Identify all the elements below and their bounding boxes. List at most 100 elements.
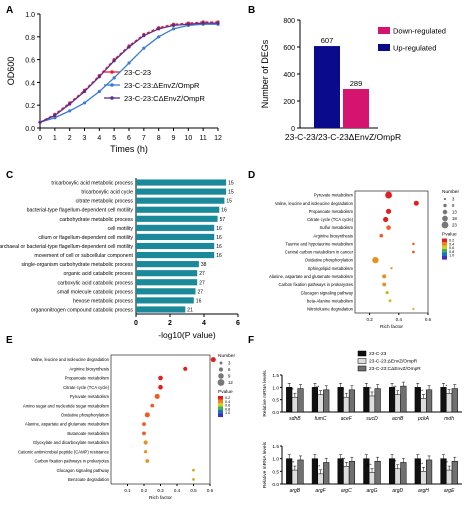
data-label: 21 <box>187 307 193 313</box>
x-tick-label: 1 <box>53 135 57 142</box>
bubble <box>192 477 195 481</box>
bubble <box>144 412 150 418</box>
bar <box>136 215 218 222</box>
data-label: 16 <box>216 226 222 232</box>
color-legend-label: 0.2 <box>449 239 454 243</box>
x-tick-label: 2 <box>168 320 172 327</box>
category-label: small molecule catabolic process <box>57 289 133 295</box>
significance-label: ** <box>342 456 346 461</box>
bar <box>363 387 370 413</box>
size-legend-dot <box>443 203 447 208</box>
bubble <box>154 393 160 399</box>
color-legend-step <box>442 242 447 246</box>
category-label: hexose metabolic process <box>73 298 133 304</box>
y-tick-label: 0.8 <box>25 35 35 42</box>
category-label: tricarboxylic acid metabolic process <box>51 181 133 187</box>
x-tick-label: 6 <box>236 320 240 327</box>
bubble <box>383 216 389 223</box>
chart-c-go-enrichment: tricarboxylic acid metabolic process 15 tr… <box>0 178 240 340</box>
category-label: tricarboxylic acid cycle <box>81 190 133 196</box>
x-tick-label: 0 <box>38 135 42 142</box>
bar <box>446 393 453 413</box>
y-tick-label: 600 <box>283 45 295 52</box>
category-label: Alanine, aspartate and glutamate metabol… <box>25 422 110 427</box>
bar <box>136 224 215 231</box>
bar <box>394 468 401 485</box>
legend-label: 23-C-23:ΔEnvZ/OmpR <box>369 359 418 365</box>
significance-label: * <box>343 387 345 392</box>
legend-label: 23-C-23 <box>124 68 151 77</box>
color-legend-step <box>442 238 447 243</box>
category-label: argH <box>418 488 429 494</box>
y-tick-label: 400 <box>283 72 295 79</box>
bar <box>440 387 447 413</box>
color-legend-step <box>218 396 223 400</box>
color-legend-step <box>218 403 223 407</box>
size-legend-dot <box>217 379 225 386</box>
category-label: cell motility <box>108 226 134 232</box>
x-tick-label: 0.5 <box>190 488 197 493</box>
bar <box>426 389 433 413</box>
x-tick-label: 6 <box>127 135 131 142</box>
bar <box>388 387 396 413</box>
y-tick-label: 0.4 <box>25 80 35 87</box>
significance-label: ** <box>393 459 397 464</box>
bar <box>136 242 215 250</box>
category-label: Carbon fixation pathways in prokaryotes <box>35 459 109 464</box>
category-label: Oxidative phosphorylation <box>305 258 354 263</box>
significance-label: *** <box>290 460 295 465</box>
x-axis-title: 23-C-23/23-C-23ΔEnvZ/OmpR <box>285 132 401 142</box>
x-axis-title: Times (h) <box>110 144 148 154</box>
y-tick-label: 200 <box>283 99 295 106</box>
size-legend-label: 13 <box>452 210 457 215</box>
bar <box>343 396 350 413</box>
bar <box>368 472 376 485</box>
category-label: pckA <box>417 416 430 422</box>
bar <box>136 261 199 268</box>
legend-swatch <box>378 44 390 51</box>
bar <box>317 394 324 413</box>
category-label: Pyruvate metabolism <box>70 394 110 399</box>
category-label: carboxylic acid catabolic process <box>57 280 133 286</box>
size-legend-label: 18 <box>452 216 457 221</box>
x-tick-label: 4 <box>97 135 101 142</box>
y-tick-label: 0.0 <box>272 410 279 416</box>
data-point <box>53 113 57 118</box>
size-legend-dot <box>219 361 223 365</box>
bar <box>420 398 427 413</box>
data-label: 57 <box>220 217 226 223</box>
category-label: Central carbon metabolism in cancer <box>285 250 354 255</box>
significance-label: ** <box>393 385 397 390</box>
color-legend-step <box>442 245 447 250</box>
bar <box>420 471 427 485</box>
chart-b-degs: 0 200 400 600 800 Number of DEGs 607 289 23-C-23… <box>260 18 446 142</box>
category-label: organonitrogen compound catabolic proces… <box>31 307 133 313</box>
bar <box>136 288 196 295</box>
bar <box>314 46 340 128</box>
category-label: Benzoate degradation <box>68 477 110 482</box>
category-label: argE <box>444 488 455 494</box>
category-label: Carbon fixation pathways in prokaryotes <box>279 282 353 287</box>
legend-marker <box>110 83 114 87</box>
x-tick-label: 0.3 <box>157 488 164 493</box>
y-tick-label: 1.0 <box>272 457 279 463</box>
category-label: Arginine biosynthesis <box>313 233 353 238</box>
x-tick-label: 9 <box>172 135 176 142</box>
bubble <box>386 225 391 230</box>
data-point <box>216 21 220 25</box>
bar <box>348 389 356 413</box>
x-tick-label: 0.2 <box>141 488 148 493</box>
data-label: 16 <box>221 208 227 214</box>
panel-label-d: D <box>248 170 255 181</box>
panel-label-a: A <box>6 5 13 16</box>
category-label: Nitrotoluene degradation <box>307 307 354 312</box>
bar <box>348 460 356 485</box>
category-label: Citrate cycle (TCA cycle) <box>63 385 109 390</box>
bubble <box>158 375 163 381</box>
bar <box>136 197 225 204</box>
significance-label: ** <box>290 387 294 392</box>
bubble <box>192 468 195 472</box>
bubble <box>143 440 148 445</box>
category-label: beta-Alanine metabolism <box>307 298 354 303</box>
bar <box>136 251 215 259</box>
